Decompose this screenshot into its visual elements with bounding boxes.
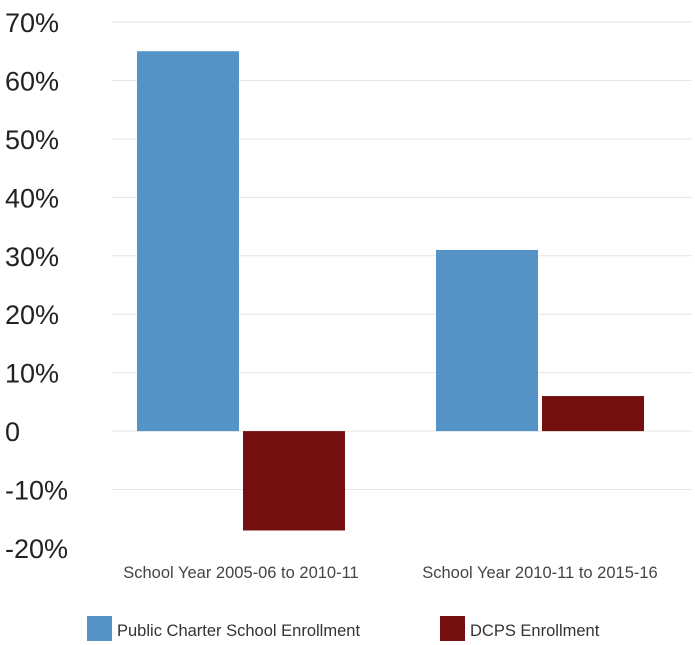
y-tick-label-9: 70% [5,8,59,38]
y-tick-label-1: -10% [5,476,68,506]
y-tick-label-8: 60% [5,66,59,96]
x-category-label-1: School Year 2010-11 to 2015-16 [422,564,657,582]
y-tick-label-7: 50% [5,125,59,155]
legend-label-1: DCPS Enrollment [470,622,600,640]
legend-swatch-0 [87,616,112,641]
y-tick-label-4: 20% [5,300,59,330]
bars [137,51,644,531]
y-tick-label-5: 30% [5,242,59,272]
y-tick-label-2: 0 [5,417,20,447]
bar-dcps-1 [542,396,644,432]
legend: Public Charter School Enrollment DCPS Enr… [87,616,600,641]
x-axis-category-labels: School Year 2005-06 to 2010-11 School Yea… [123,564,657,582]
x-category-label-0: School Year 2005-06 to 2010-11 [123,564,358,582]
legend-label-0: Public Charter School Enrollment [117,622,360,640]
y-tick-label-3: 10% [5,359,59,389]
bar-dcps-0 [243,431,345,531]
y-tick-label-0: -20% [5,534,68,564]
y-axis-tick-labels: -20% -10% 0 10% 20% 30% 40% 50% 60% 70% [5,8,68,564]
bar-charter-0 [137,51,239,432]
bar-charter-1 [436,249,538,432]
legend-swatch-1 [440,616,465,641]
y-tick-label-6: 40% [5,183,59,213]
